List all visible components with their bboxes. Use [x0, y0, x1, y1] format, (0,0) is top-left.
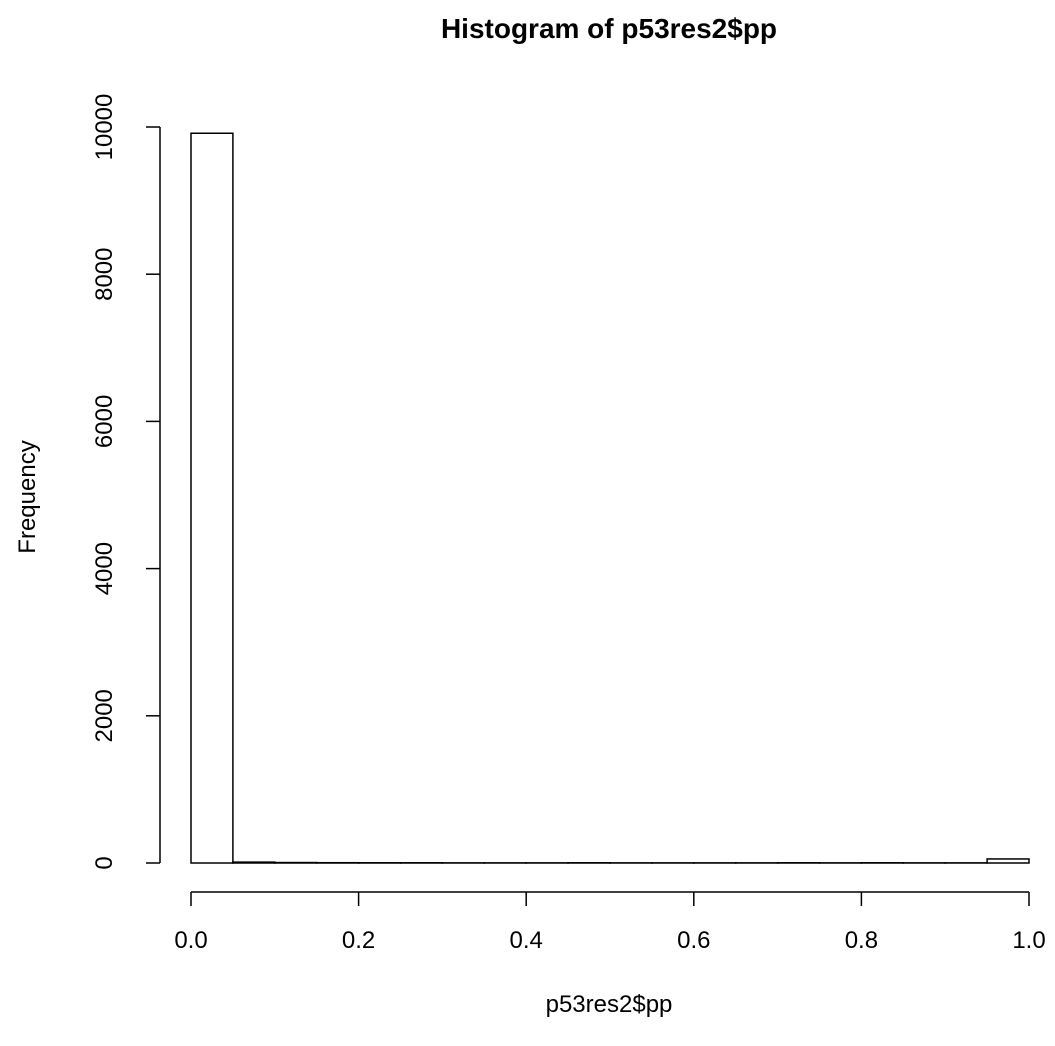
x-tick-label: 0.6: [677, 927, 710, 954]
x-axis: 0.0 0.2 0.4 0.6 0.8 1.0: [174, 891, 1046, 954]
y-tick-label: 8000: [91, 248, 118, 301]
x-axis-label: p53res2$pp: [546, 991, 673, 1018]
y-tick-label: 6000: [91, 395, 118, 448]
x-tick-label: 0.0: [174, 927, 207, 954]
x-tick-label: 0.4: [510, 927, 543, 954]
x-tick-label: 0.8: [845, 927, 878, 954]
y-axis-label: Frequency: [14, 440, 41, 553]
x-tick-label: 0.2: [342, 927, 375, 954]
chart-title: Histogram of p53res2$pp: [441, 13, 777, 44]
histogram-bars: [190, 132, 1030, 864]
x-tick-label: 1.0: [1012, 927, 1045, 954]
y-tick-label: 2000: [91, 689, 118, 742]
y-tick-label: 10000: [91, 94, 118, 161]
y-tick-label: 0: [91, 856, 118, 869]
y-tick-label: 4000: [91, 542, 118, 595]
histogram-bar: [986, 858, 1030, 864]
histogram-bar: [190, 132, 234, 864]
histogram-bar: [232, 861, 276, 864]
y-axis: 0 2000 4000 6000 8000 10000: [91, 94, 161, 870]
